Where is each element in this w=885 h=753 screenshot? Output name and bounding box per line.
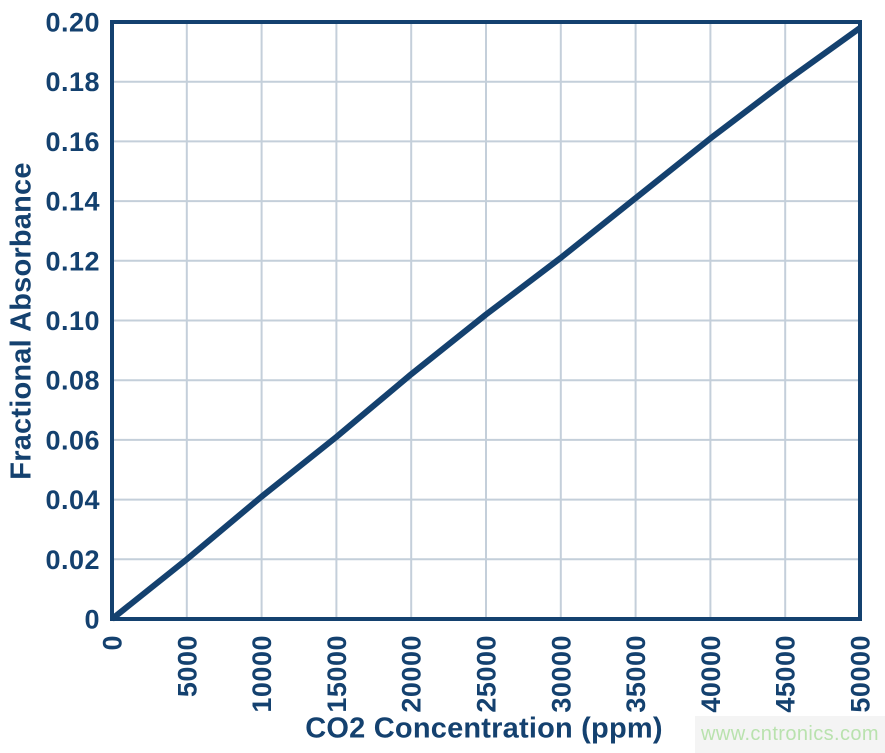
x-tick-label: 40000 bbox=[696, 635, 726, 713]
x-tick-label: 20000 bbox=[397, 635, 427, 713]
x-tick-label: 50000 bbox=[846, 635, 876, 713]
watermark-text: www.cntronics.com bbox=[695, 716, 885, 753]
x-tick-label: 10000 bbox=[247, 635, 277, 713]
data-line bbox=[110, 25, 862, 622]
y-tick-label: 0.02 bbox=[45, 545, 100, 575]
y-tick-label: 0.12 bbox=[45, 246, 100, 276]
x-tick-label: 25000 bbox=[472, 635, 502, 713]
x-tick-label: 5000 bbox=[172, 635, 202, 697]
y-tick-label: 0.14 bbox=[45, 187, 100, 217]
y-tick-label: 0.08 bbox=[45, 366, 100, 396]
x-tick-label: 0 bbox=[98, 635, 128, 651]
y-tick-label: 0.16 bbox=[45, 127, 100, 157]
x-tick-label: 35000 bbox=[621, 635, 651, 713]
plot-border bbox=[110, 20, 862, 621]
x-tick-label: 15000 bbox=[322, 635, 352, 713]
x-axis-title: CO2 Concentration (ppm) bbox=[305, 712, 663, 745]
y-tick-label: 0.10 bbox=[45, 306, 100, 336]
x-tick-label: 30000 bbox=[546, 635, 576, 713]
y-tick-label: 0.18 bbox=[45, 67, 100, 97]
y-tick-label: 0.04 bbox=[45, 485, 100, 515]
y-tick-label: 0.06 bbox=[45, 425, 100, 455]
y-axis-title: Fractional Absorbance bbox=[5, 162, 38, 480]
x-tick-label: 45000 bbox=[771, 635, 801, 713]
y-tick-label: 0.20 bbox=[45, 8, 100, 38]
y-tick-label: 0 bbox=[84, 605, 100, 635]
